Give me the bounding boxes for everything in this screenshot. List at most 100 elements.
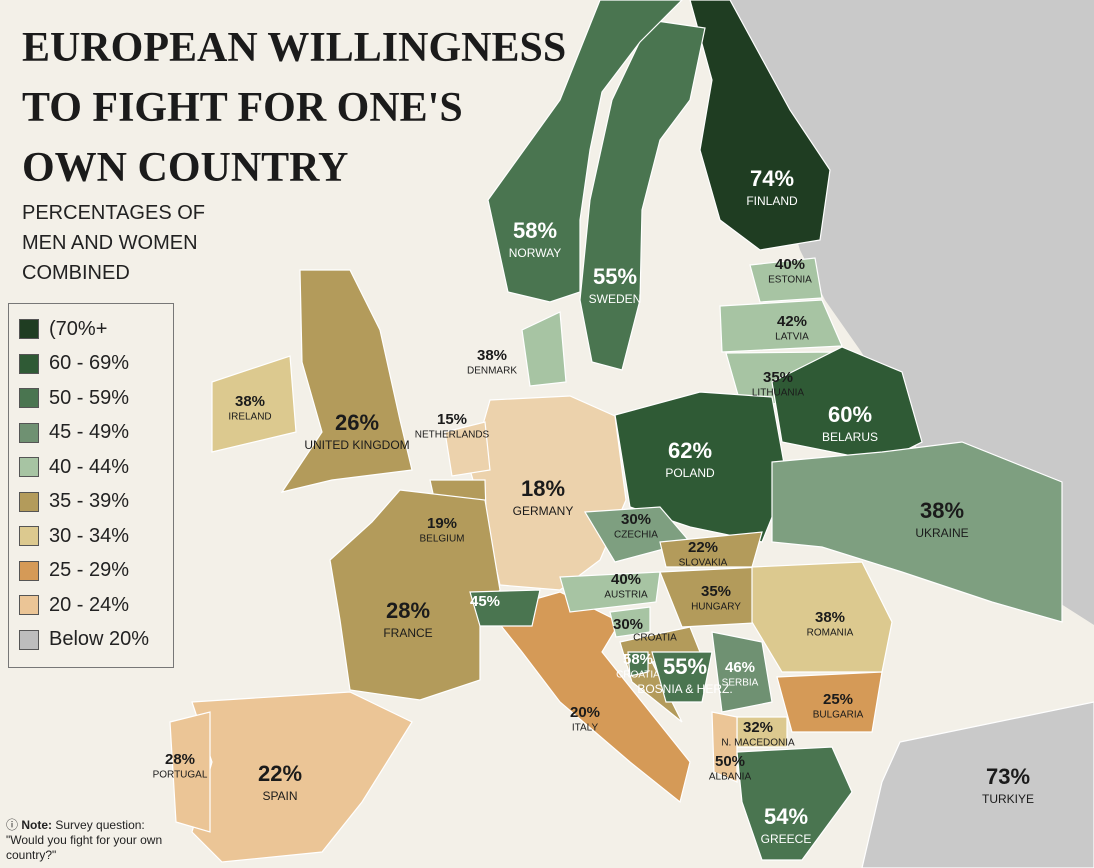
country <box>469 589 541 627</box>
legend-label: 60 - 69% <box>49 352 130 375</box>
country-name: BULGARIA <box>813 710 864 721</box>
legend-swatch <box>19 319 39 340</box>
country-name: BELGIUM <box>419 534 464 545</box>
country-value: 62% <box>668 438 712 463</box>
country-name: ITALY <box>572 723 599 734</box>
legend-swatch <box>19 560 39 581</box>
country <box>749 257 823 303</box>
country-name: NETHERLANDS <box>415 430 490 441</box>
country <box>488 591 691 804</box>
legend-swatch <box>19 526 39 547</box>
legend-label: Below 20% <box>49 628 150 651</box>
legend-item: 35 - 39% <box>19 485 163 520</box>
country <box>329 489 501 701</box>
country <box>579 19 706 371</box>
country-value: 58% <box>513 218 557 243</box>
country-name: SWEDEN <box>589 292 642 306</box>
legend-item: Below 20% <box>19 623 163 658</box>
country-name: PORTUGAL <box>153 770 208 781</box>
country-name: TURKIYE <box>982 792 1034 806</box>
country-value: 40% <box>611 571 641 588</box>
legend-label: 35 - 39% <box>49 490 130 513</box>
legend-item: 20 - 24% <box>19 588 163 623</box>
legend-item: 30 - 34% <box>19 519 163 554</box>
country-value: 26% <box>335 410 379 435</box>
country <box>627 651 649 677</box>
subtitle-line: MEN AND WOMEN <box>22 232 198 254</box>
country <box>861 701 1094 868</box>
country-name: N. MACEDONIA <box>721 738 795 749</box>
title-line: EUROPEAN WILLINGNESS <box>22 25 567 71</box>
country-value: 35% <box>701 583 731 600</box>
title-line: TO FIGHT FOR ONE'S <box>22 85 463 131</box>
country-value: 50% <box>715 753 745 770</box>
country <box>736 746 853 861</box>
country <box>487 0 683 303</box>
country <box>689 0 831 251</box>
country-value: 28% <box>386 598 430 623</box>
country <box>771 346 923 463</box>
subtitle-line: PERCENTAGES OF <box>22 202 205 224</box>
country-name: FINLAND <box>746 194 798 208</box>
country-name: SPAIN <box>262 789 297 803</box>
legend: (70%+ 60 - 69% 50 - 59% 45 - 49% 40 - 44% 35 … <box>8 303 174 668</box>
country <box>711 631 773 713</box>
country-value: 38% <box>920 498 964 523</box>
country <box>280 269 413 493</box>
country-value: 32% <box>743 719 773 736</box>
country-value: 18% <box>521 476 565 501</box>
legend-label: 25 - 29% <box>49 559 130 582</box>
country-name: UKRAINE <box>915 526 968 540</box>
country-name: LITHUANIA <box>752 388 805 399</box>
country-value: 30% <box>621 511 651 528</box>
country-name: ESTONIA <box>768 275 812 286</box>
country-value: 22% <box>688 539 718 556</box>
legend-swatch <box>19 491 39 512</box>
country-name: FRANCE <box>383 626 432 640</box>
legend-item: 25 - 29% <box>19 554 163 589</box>
country-name: HUNGARY <box>691 602 741 613</box>
country <box>521 311 567 387</box>
country-value: 22% <box>258 761 302 786</box>
country <box>711 711 738 783</box>
country-name: POLAND <box>665 466 715 480</box>
country-name: IRELAND <box>228 412 271 423</box>
country-value: 46% <box>725 659 755 676</box>
country <box>771 441 1063 623</box>
legend-label: (70%+ <box>49 317 108 340</box>
legend-item: 60 - 69% <box>19 347 163 382</box>
country-value: 54% <box>764 804 808 829</box>
legend-item: (70%+ <box>19 312 163 347</box>
country-value: 38% <box>235 393 265 410</box>
country-value: 25% <box>823 691 853 708</box>
country-name: SERBIA <box>722 678 759 689</box>
legend-label: 45 - 49% <box>49 421 130 444</box>
subtitle-line: COMBINED <box>22 262 130 284</box>
country-value: 55% <box>663 654 707 679</box>
country-name: BELARUS <box>822 430 878 444</box>
country-value: 30% <box>613 616 643 633</box>
country-name: AUSTRIA <box>604 590 648 601</box>
legend-swatch <box>19 353 39 374</box>
title-line: OWN COUNTRY <box>22 145 349 191</box>
country-name: DENMARK <box>467 366 517 377</box>
country-name: UNITED KINGDOM <box>304 438 409 452</box>
labels: 74% FINLAND 55% SWEDEN 58% NORWAY 38% DENMARK 40… <box>153 166 1034 846</box>
country-name: CZECHIA <box>614 530 658 541</box>
country-value: 19% <box>427 515 457 532</box>
country <box>719 299 843 353</box>
legend-swatch <box>19 457 39 478</box>
note-label: Note: <box>21 818 53 832</box>
country-value: 20% <box>570 704 600 721</box>
country-name: GREECE <box>761 832 812 846</box>
legend-label: 40 - 44% <box>49 455 130 478</box>
legend-label: 30 - 34% <box>49 524 130 547</box>
legend-swatch <box>19 629 39 650</box>
subtitle: PERCENTAGES OF MEN AND WOMEN COMBINED <box>22 198 262 288</box>
country-name: ALBANIA <box>709 772 752 783</box>
country-value: 40% <box>775 256 805 273</box>
country <box>169 711 211 833</box>
country-name: SLOVAKIA <box>679 558 728 569</box>
